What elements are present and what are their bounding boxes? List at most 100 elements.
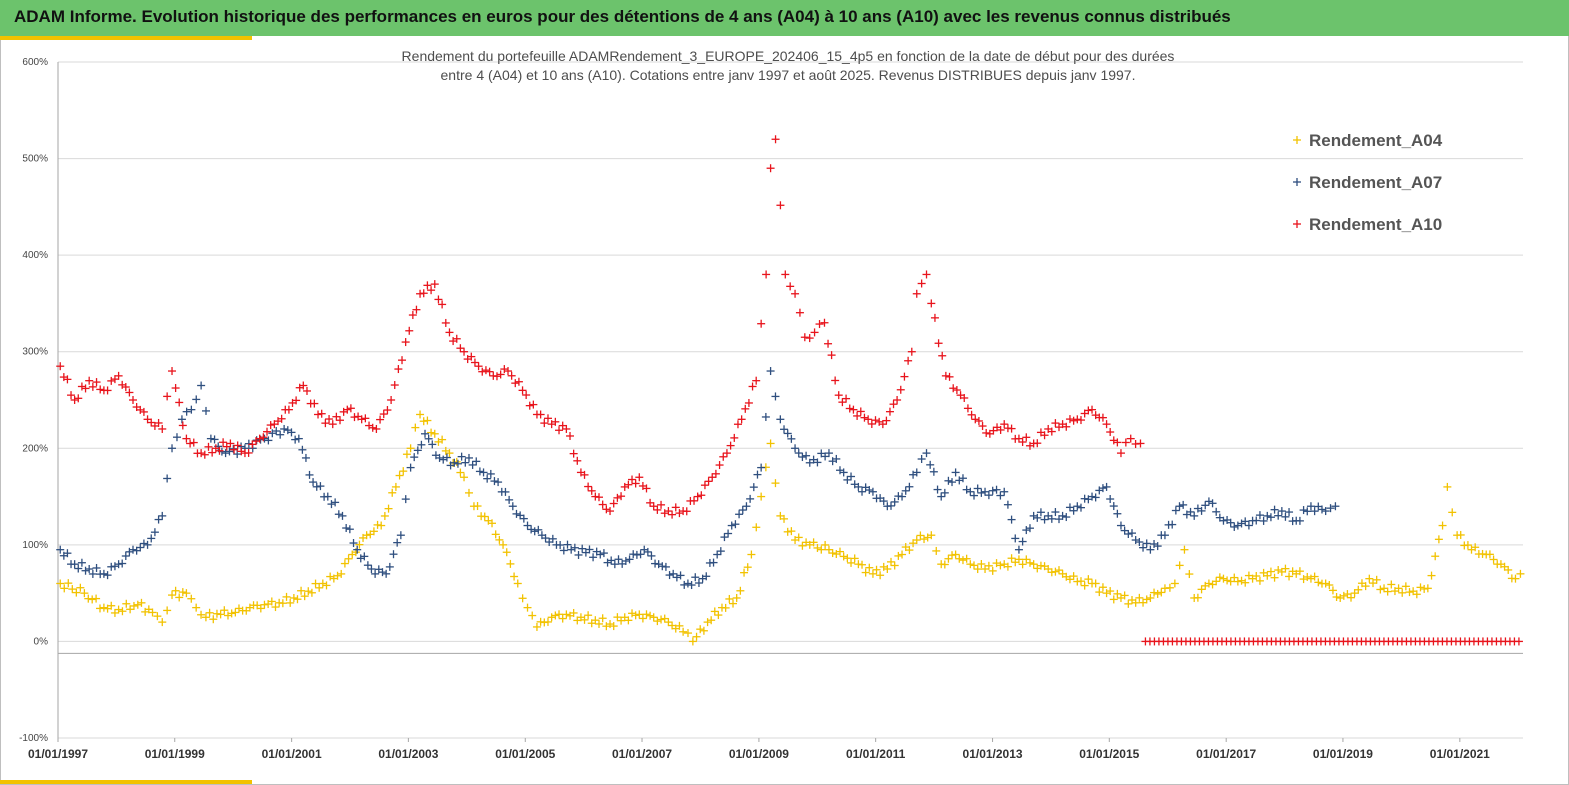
data-point (1504, 565, 1513, 574)
data-point (676, 571, 685, 580)
data-point (372, 424, 381, 433)
data-point (977, 559, 986, 568)
data-point (617, 492, 626, 501)
data-point (1306, 502, 1315, 511)
data-point (430, 429, 439, 438)
data-point (326, 572, 335, 581)
zero-line-points (1141, 637, 1523, 646)
data-point (1135, 538, 1144, 547)
data-point (631, 611, 640, 620)
data-point (551, 611, 560, 620)
data-point (1285, 508, 1294, 517)
data-point (209, 615, 218, 624)
data-point (970, 491, 979, 500)
data-point (292, 396, 301, 405)
data-point (1033, 513, 1042, 522)
data-point (1204, 497, 1213, 506)
data-point (988, 566, 997, 575)
data-point (927, 299, 936, 308)
data-point (687, 581, 696, 590)
data-point (464, 488, 473, 497)
data-point (952, 386, 961, 395)
data-point (244, 448, 253, 457)
data-point (63, 549, 72, 558)
data-point (941, 371, 950, 380)
data-point (726, 441, 735, 450)
data-point (307, 588, 316, 597)
data-point (289, 593, 298, 602)
data-point (922, 449, 931, 458)
data-point (748, 382, 757, 391)
data-point (890, 497, 899, 506)
data-point (783, 527, 792, 536)
data-point (1215, 573, 1224, 582)
data-point (893, 396, 902, 404)
data-point (396, 531, 405, 540)
data-point (1226, 577, 1235, 586)
data-point (757, 463, 766, 472)
data-point (1212, 507, 1221, 516)
data-point (287, 428, 296, 437)
data-point (338, 511, 347, 520)
data-point (379, 410, 388, 419)
data-point (189, 438, 198, 447)
data-point (762, 270, 771, 279)
data-point (1022, 526, 1031, 535)
data-point (567, 545, 576, 554)
data-point (494, 478, 503, 487)
data-point (805, 334, 814, 343)
data-point (890, 561, 899, 570)
data-point (266, 421, 275, 430)
data-point (752, 523, 761, 532)
data-point (589, 553, 598, 562)
data-point (653, 617, 662, 626)
data-point (1204, 579, 1213, 588)
data-point (259, 433, 268, 442)
data-point (1310, 507, 1319, 516)
data-point (139, 539, 148, 548)
data-point (978, 422, 987, 431)
data-point (1018, 438, 1027, 447)
data-point (1299, 506, 1308, 515)
data-point (305, 470, 314, 479)
data-point (1252, 516, 1261, 525)
data-point (1237, 519, 1246, 528)
data-point (456, 468, 465, 477)
data-point (951, 468, 960, 477)
data-point (820, 318, 829, 327)
data-point (525, 401, 534, 410)
data-point (1136, 439, 1145, 448)
data-point (1000, 420, 1009, 429)
data-point (1456, 530, 1465, 539)
x-tick-label: 01/01/2005 (495, 747, 555, 761)
data-point (175, 593, 184, 602)
data-point (1299, 575, 1308, 584)
data-point (658, 562, 667, 571)
data-point (233, 441, 242, 450)
data-point (966, 560, 975, 569)
data-point (384, 504, 393, 513)
data-point (298, 445, 307, 454)
data-point (1387, 580, 1396, 589)
data-point (204, 442, 213, 451)
data-point (996, 561, 1005, 570)
data-point (187, 594, 196, 603)
data-point (390, 381, 399, 390)
data-point (838, 398, 847, 407)
data-point (1102, 589, 1111, 598)
data-point (879, 562, 888, 571)
data-point (126, 605, 135, 614)
data-point (933, 485, 942, 494)
data-point (342, 524, 351, 533)
data-point (1153, 542, 1162, 551)
data-point (800, 333, 809, 342)
data-point (163, 392, 172, 401)
data-point (344, 554, 353, 563)
data-point (602, 505, 611, 514)
data-point (646, 498, 655, 507)
data-point (1197, 585, 1206, 594)
data-point (679, 627, 688, 636)
data-point (256, 604, 265, 613)
data-point (731, 520, 740, 529)
data-point (996, 425, 1005, 434)
